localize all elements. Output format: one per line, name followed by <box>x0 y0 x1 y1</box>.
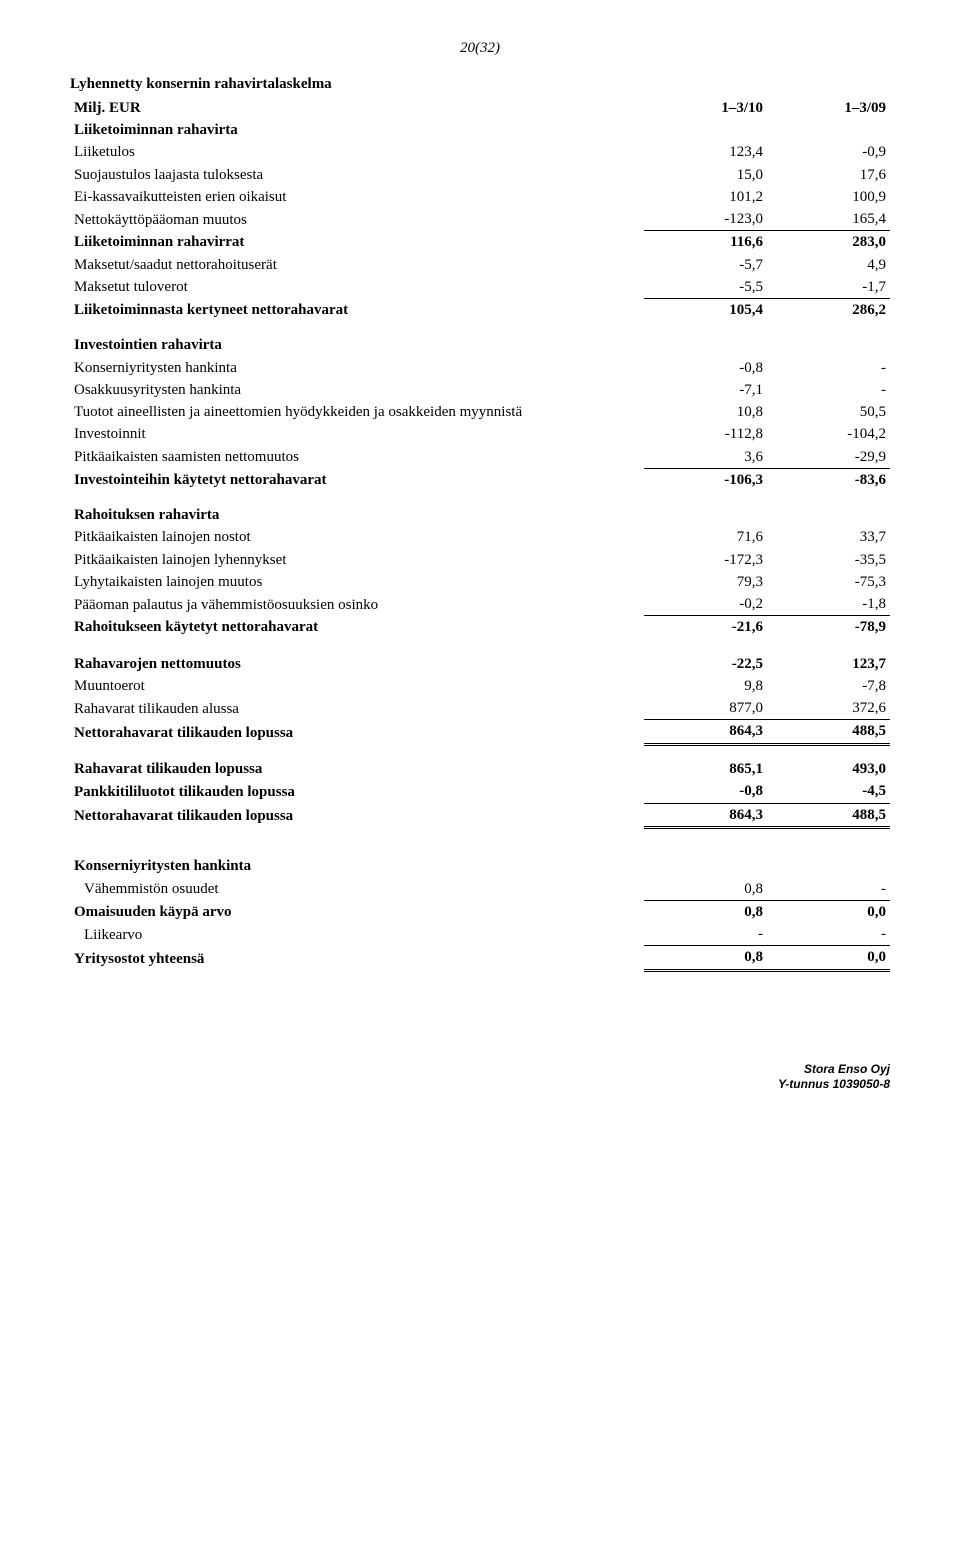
section3-head: Rahoituksen rahavirta <box>70 491 890 526</box>
table-row: Liiketoiminnan rahavirrat116,6283,0 <box>70 231 890 254</box>
table-row: Maksetut tuloverot-5,5-1,7 <box>70 276 890 299</box>
table-row: Pitkäaikaisten lainojen nostot71,633,7 <box>70 526 890 548</box>
footer-company-id: Y-tunnus 1039050-8 <box>70 1077 890 1093</box>
table-row: Konserniyritysten hankinta-0,8- <box>70 357 890 379</box>
table-row: Lyhytaikaisten lainojen muutos79,3-75,3 <box>70 571 890 593</box>
table-row: Rahavarojen nettomuutos-22,5123,7 <box>70 653 890 675</box>
table-row: Muuntoerot9,8-7,8 <box>70 675 890 697</box>
table-row: Tuotot aineellisten ja aineettomien hyöd… <box>70 401 890 423</box>
page-number: 20(32) <box>70 40 890 57</box>
table-row: Rahavarat tilikauden alussa877,0372,6 <box>70 697 890 720</box>
table-row: Suojaustulos laajasta tuloksesta15,017,6 <box>70 164 890 186</box>
table-row: Pitkäaikaisten lainojen lyhennykset-172,… <box>70 549 890 571</box>
table-row: Pääoman palautus ja vähemmistöosuuksien … <box>70 593 890 616</box>
col-header-2: 1–3/09 <box>767 97 890 120</box>
table-row: Investointeihin käytetyt nettorahavarat-… <box>70 468 890 491</box>
document-title-line1: Lyhennetty konsernin rahavirtalaskelma <box>70 75 890 95</box>
footer-company: Stora Enso Oyj <box>70 1062 890 1078</box>
section2-head: Investointien rahavirta <box>70 321 890 356</box>
table-row: Maksetut/saadut nettorahoituserät-5,74,9 <box>70 254 890 276</box>
cashflow-table: Milj. EUR 1–3/10 1–3/09 Liiketoiminnan r… <box>70 97 890 972</box>
table-row: Yritysostot yhteensä0,80,0 <box>70 946 890 970</box>
table-row: Rahoitukseen käytetyt nettorahavarat-21,… <box>70 616 890 639</box>
table-row: Liiketulos123,4-0,9 <box>70 141 890 163</box>
table-row: Osakkuusyritysten hankinta-7,1- <box>70 379 890 401</box>
table-row: Vähemmistön osuudet0,8- <box>70 878 890 901</box>
section1-head: Liiketoiminnan rahavirta <box>70 119 890 141</box>
table-row: Nettokäyttöpääoman muutos-123,0165,4 <box>70 208 890 231</box>
table-row: Investoinnit-112,8-104,2 <box>70 423 890 445</box>
table-row: Pankkitililuotot tilikauden lopussa-0,8-… <box>70 780 890 803</box>
table-row: Ei-kassavaikutteisten erien oikaisut101,… <box>70 186 890 208</box>
page-footer: Stora Enso Oyj Y-tunnus 1039050-8 <box>70 1062 890 1093</box>
table-row: Pitkäaikaisten saamisten nettomuutos3,6-… <box>70 446 890 469</box>
section6-head: Konserniyritysten hankinta <box>70 855 890 877</box>
table-row: Omaisuuden käypä arvo0,80,0 <box>70 900 890 923</box>
table-row: Nettorahavarat tilikauden lopussa864,348… <box>70 803 890 827</box>
table-row: Rahavarat tilikauden lopussa865,1493,0 <box>70 758 890 780</box>
table-row: Liiketoiminnasta kertyneet nettorahavara… <box>70 299 890 322</box>
document-title-line2: Milj. EUR <box>74 100 141 116</box>
table-row: Liikearvo-- <box>70 923 890 946</box>
col-header-1: 1–3/10 <box>644 97 767 120</box>
table-row: Nettorahavarat tilikauden lopussa864,348… <box>70 720 890 744</box>
column-header-row: Milj. EUR 1–3/10 1–3/09 <box>70 97 890 120</box>
